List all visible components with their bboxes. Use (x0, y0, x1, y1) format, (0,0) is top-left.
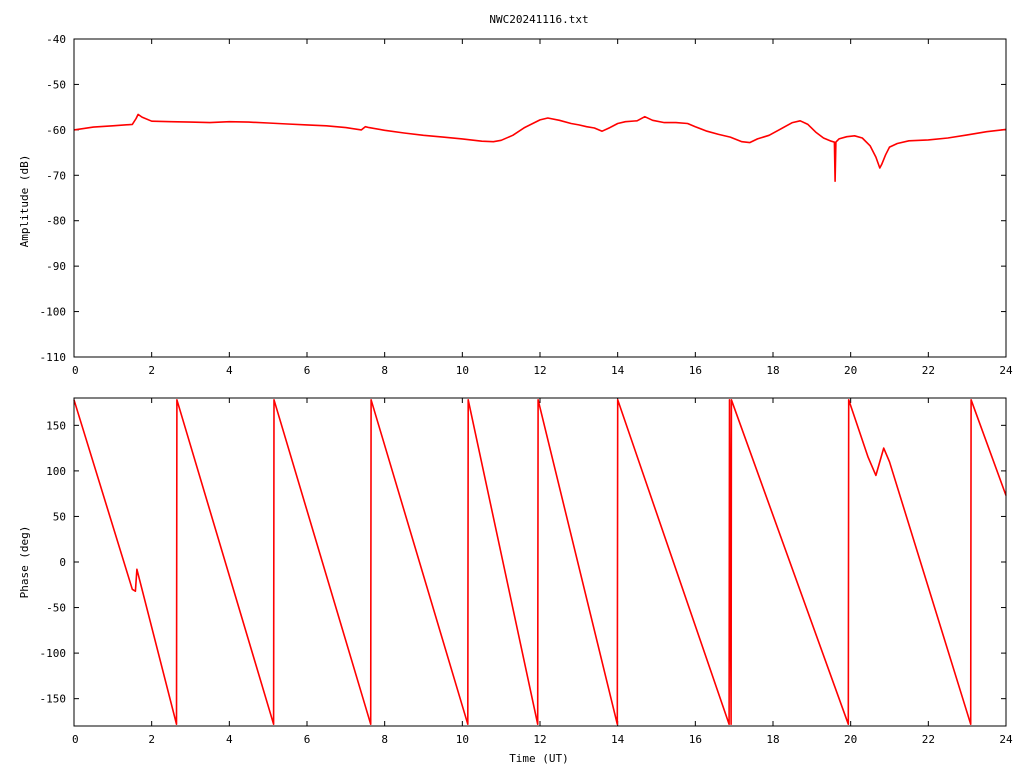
amplitude-x-tick-label: 18 (766, 364, 779, 377)
phase-x-tick-label: 2 (148, 733, 155, 746)
phase-x-tick-label: 14 (611, 733, 625, 746)
amplitude-x-tick-label: 10 (456, 364, 469, 377)
phase-plot-frame (73, 397, 1007, 727)
phase-y-tick-label: 100 (46, 465, 66, 478)
phase-x-tick-label: 6 (304, 733, 311, 746)
amplitude-x-tick-label: 12 (533, 364, 546, 377)
phase-x-tick-label: 10 (456, 733, 469, 746)
amplitude-x-tick-label: 8 (381, 364, 388, 377)
phase-x-tick-label: 16 (689, 733, 702, 746)
amplitude-plot-frame (73, 38, 1007, 358)
chart-title: NWC20241116.txt (489, 13, 588, 26)
amplitude-x-tick-label: 22 (922, 364, 935, 377)
amplitude-y-tick-label: -80 (46, 215, 66, 228)
phase-y-tick-label: -100 (40, 647, 67, 660)
amplitude-y-tick-label: -70 (46, 169, 66, 182)
amplitude-y-tick-label: -100 (40, 306, 67, 319)
amplitude-x-tick-label: 16 (689, 364, 702, 377)
amplitude-x-tick-label: 6 (304, 364, 311, 377)
phase-x-tick-label: 24 (999, 733, 1013, 746)
amplitude-x-tick-label: 24 (999, 364, 1013, 377)
phase-x-tick-label: 0 (72, 733, 79, 746)
amplitude-axis-label: Amplitude (dB) (18, 155, 31, 248)
phase-y-tick-label: 50 (53, 510, 66, 523)
amplitude-x-tick-label: 2 (148, 364, 155, 377)
amplitude-x-tick-label: 20 (844, 364, 857, 377)
phase-series-line (73, 398, 1007, 726)
amplitude-y-tick-label: -60 (46, 124, 66, 137)
time-axis-label: Time (UT) (509, 752, 569, 765)
amplitude-x-tick-label: 0 (72, 364, 79, 377)
phase-y-tick-label: -50 (46, 602, 66, 615)
phase-x-tick-label: 4 (226, 733, 233, 746)
amplitude-panel: Amplitude (dB) 0 2 4 6 8 10 12 14 16 18 20 22 24-40-… (18, 33, 1013, 377)
phase-y-tick-label: 150 (46, 419, 66, 432)
amplitude-y-tick-label: -110 (40, 351, 67, 364)
amplitude-y-tick-label: -50 (46, 78, 66, 91)
amplitude-series-line (73, 113, 1007, 182)
phase-x-tick-label: 8 (381, 733, 388, 746)
phase-y-tick-label: 0 (59, 556, 66, 569)
phase-x-tick-label: 22 (922, 733, 935, 746)
phase-y-tick-label: -150 (40, 693, 67, 706)
phase-x-tick-label: 20 (844, 733, 857, 746)
amplitude-x-tick-label: 4 (226, 364, 233, 377)
phase-x-tick-label: 12 (533, 733, 546, 746)
amplitude-y-tick-label: -40 (46, 33, 66, 46)
phase-axis-label: Phase (deg) (18, 526, 31, 599)
amplitude-y-tick-label: -90 (46, 260, 66, 273)
phase-x-tick-label: 18 (766, 733, 779, 746)
phase-panel: Phase (deg) 0 2 4 6 8 10 12 14 16 18 20 22 241501005… (18, 397, 1013, 746)
amplitude-x-tick-label: 14 (611, 364, 625, 377)
